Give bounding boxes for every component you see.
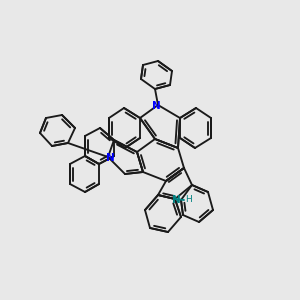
Text: N: N (152, 101, 160, 111)
Text: N: N (106, 153, 114, 163)
Text: H: H (184, 196, 191, 205)
Text: N: N (172, 195, 180, 205)
